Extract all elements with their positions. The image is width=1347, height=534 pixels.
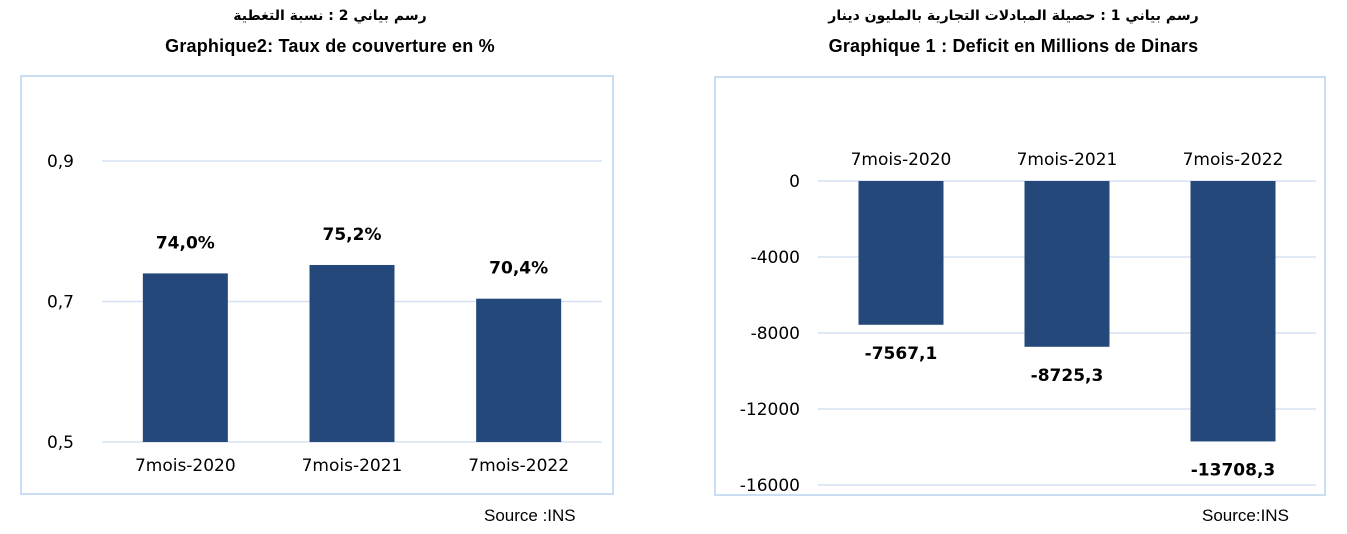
coverage-source-note: Source :INS: [484, 506, 576, 525]
data-label: -13708,3: [1191, 460, 1276, 480]
y-tick-label: -16000: [740, 476, 800, 494]
deficit-chart-title: Graphique 1 : Deficit en Millions de Din…: [828, 36, 1199, 56]
y-tick-label: 0: [789, 172, 800, 192]
y-tick-label: -4000: [751, 248, 800, 268]
deficit-chart-title-arabic: رسم بياني 1 : حصيلة المبادلات التجارية ب…: [828, 8, 1199, 24]
deficit-chart-frame: 0 -4000 -8000 -12000 -16000 -7567,1 7mois-2020…: [714, 76, 1326, 496]
coverage-chart-title: Graphique2: Taux de couverture en %: [165, 36, 495, 56]
bar: [142, 273, 228, 442]
bar: [1190, 181, 1276, 442]
bar: [858, 181, 944, 325]
y-tick-label: 0,9: [47, 152, 74, 172]
deficit-chart-panel: رسم بياني 1 : حصيلة المبادلات التجارية ب…: [680, 0, 1347, 534]
bar: [476, 298, 562, 442]
data-label: 70,4%: [489, 259, 548, 279]
bar: [1024, 181, 1110, 347]
y-tick-label: 0,5: [47, 433, 74, 453]
x-tick-label: 7mois-2020: [135, 456, 236, 476]
coverage-chart-title-arabic: رسم بياني 2 : نسبة التغطية: [233, 8, 427, 24]
x-tick-label: 7mois-2020: [851, 150, 952, 170]
deficit-chart-plot: 0 -4000 -8000 -12000 -16000 -7567,1 7mois-2020…: [740, 150, 1316, 496]
x-tick-label: 7mois-2021: [302, 456, 403, 476]
coverage-chart-panel: رسم بياني 2 : نسبة التغطية Graphique2: T…: [0, 0, 660, 534]
coverage-chart-plot: 0,5 0,7 0,9 74,0% 7mois-2020 75,2% 7mois-2021 7…: [47, 152, 602, 476]
y-tick-label: -8000: [751, 324, 800, 344]
x-tick-label: 7mois-2021: [1017, 150, 1118, 170]
bar: [309, 264, 395, 442]
data-label: -7567,1: [865, 344, 938, 364]
coverage-chart-frame: 0,5 0,7 0,9 74,0% 7mois-2020 75,2% 7mois-2021 7…: [20, 75, 614, 495]
deficit-source-note: Source:INS: [1202, 506, 1289, 525]
data-label: -8725,3: [1031, 366, 1104, 386]
data-label: 74,0%: [156, 233, 215, 253]
y-tick-label: -12000: [740, 400, 800, 420]
x-tick-label: 7mois-2022: [468, 456, 569, 476]
x-tick-label: 7mois-2022: [1183, 150, 1284, 170]
y-tick-label: 0,7: [47, 293, 74, 313]
data-label: 75,2%: [323, 225, 382, 245]
